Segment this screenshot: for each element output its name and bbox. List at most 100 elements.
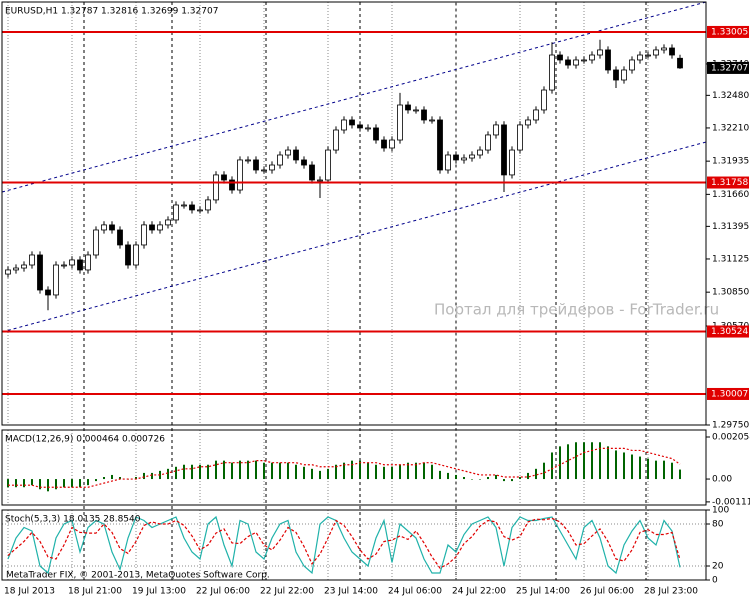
histogram-bar	[87, 479, 89, 486]
candle-body	[149, 224, 155, 231]
candle-body	[509, 149, 515, 176]
candle-body	[557, 54, 563, 61]
y-tick-label: 1.31935	[712, 157, 749, 167]
level-label-box	[707, 325, 749, 338]
histogram-bar	[647, 458, 649, 480]
panel-border	[1, 509, 707, 581]
histogram-bar	[439, 470, 441, 480]
histogram-bar	[431, 464, 433, 480]
candle-body	[133, 244, 139, 266]
candle-body	[581, 59, 587, 62]
panel-title: EURUSD,H1 1.32787 1.32816 1.32699 1.3270…	[5, 7, 218, 17]
y-tick-label: 1.31125	[712, 254, 749, 264]
candle-body	[325, 149, 331, 181]
histogram-bar	[359, 460, 361, 480]
panel-border	[1, 1, 707, 426]
candle-body	[285, 149, 291, 156]
candle-body	[565, 59, 571, 66]
candle-body	[141, 224, 147, 246]
candle-body	[493, 124, 499, 136]
y-tick-label: 1.29750	[712, 421, 749, 431]
candle-body	[629, 59, 635, 71]
histogram-bar	[615, 450, 617, 480]
histogram-bar	[287, 462, 289, 480]
level-label-box	[707, 176, 749, 189]
x-tick-label: 22 Jul 22:00	[260, 587, 314, 597]
histogram-bar	[631, 454, 633, 480]
x-tick-label: 28 Jul 23:00	[644, 587, 698, 597]
price-label: 1.32707	[711, 63, 748, 73]
histogram-bar	[223, 460, 225, 480]
candle-body	[277, 154, 283, 166]
indicator-line	[7, 515, 681, 575]
histogram-bar	[143, 472, 145, 480]
histogram-bar	[519, 477, 521, 480]
candle-body	[549, 54, 555, 91]
panel-title: Stoch(5,3,3) 18.0135 28.8540	[5, 515, 141, 525]
histogram-bar	[135, 477, 137, 480]
histogram-bar	[679, 469, 681, 480]
candle-body	[437, 119, 443, 171]
candle-body	[269, 164, 275, 171]
candle-body	[109, 224, 115, 231]
y-tick-label: 1.32210	[712, 123, 749, 133]
channel-line	[1, 1, 707, 193]
candle-body	[181, 204, 187, 207]
candle-body	[253, 159, 259, 171]
candle-body	[365, 127, 371, 130]
candle-body	[357, 124, 363, 129]
histogram-bar	[207, 464, 209, 480]
histogram-bar	[567, 444, 569, 480]
y-tick-label: -0.001118	[712, 497, 750, 507]
level-label: 1.33005	[711, 27, 748, 37]
candle-body	[117, 229, 123, 246]
candle-body	[397, 104, 403, 141]
candle-body	[317, 179, 323, 182]
histogram-bar	[279, 462, 281, 480]
candle-body	[469, 154, 475, 159]
level-label: 1.30524	[711, 327, 748, 337]
histogram-bar	[527, 472, 529, 480]
candle-body	[37, 254, 43, 291]
candle-body	[589, 54, 595, 61]
x-tick-label: 18 Jul 21:00	[68, 587, 122, 597]
day-separators	[83, 2, 647, 580]
candle-body	[293, 149, 299, 161]
histogram-bar	[591, 442, 593, 480]
candle-body	[637, 54, 643, 61]
x-tick-label: 26 Jul 06:00	[580, 587, 634, 597]
histogram-bar	[103, 477, 105, 480]
candle-body	[245, 159, 251, 162]
candle-body	[237, 159, 243, 191]
y-tick-label: 80	[712, 520, 724, 530]
histogram-bar	[503, 479, 505, 482]
candle-body	[229, 179, 235, 191]
candle-body	[69, 259, 75, 266]
histogram-bar	[239, 460, 241, 480]
histogram-bar	[271, 462, 273, 480]
candle-body	[157, 224, 163, 231]
y-tick-label: 1.30850	[712, 288, 749, 298]
histogram-bar	[543, 462, 545, 480]
candle-body	[213, 174, 219, 201]
panel-border	[1, 429, 707, 506]
histogram-bar	[599, 442, 601, 480]
x-tick-label: 24 Jul 22:00	[452, 587, 506, 597]
histogram-bar	[383, 466, 385, 480]
candle-body	[77, 259, 83, 271]
histogram-bar	[79, 479, 81, 488]
histogram-bar	[263, 462, 265, 480]
histogram-bar	[7, 479, 9, 488]
candle-body	[165, 219, 171, 226]
candle-body	[421, 109, 427, 121]
candle-body	[597, 49, 603, 56]
histogram-bar	[343, 462, 345, 480]
histogram-bar	[559, 446, 561, 480]
candle-body	[605, 49, 611, 71]
candle-body	[413, 109, 419, 112]
x-tick-label: 19 Jul 13:00	[132, 587, 186, 597]
histogram-bar	[95, 479, 97, 482]
histogram-bar	[327, 468, 329, 480]
